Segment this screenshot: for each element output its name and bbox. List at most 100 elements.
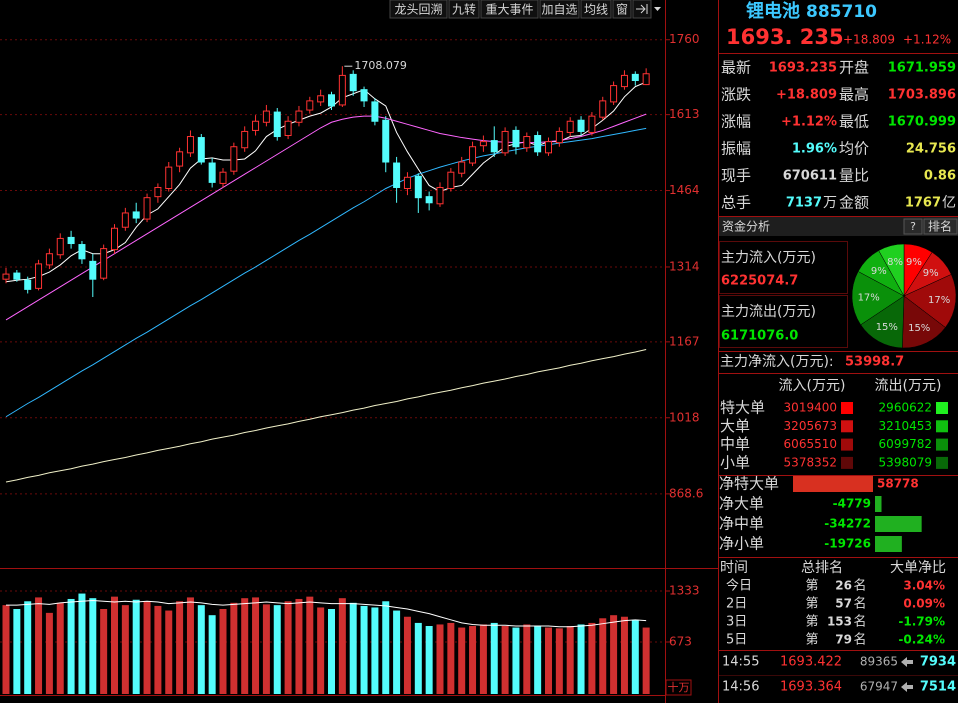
candle-body bbox=[78, 244, 86, 260]
pie-slice bbox=[903, 274, 957, 328]
volume-bar bbox=[328, 609, 335, 694]
candle-body bbox=[338, 74, 346, 106]
quote-value: 1671.959 bbox=[888, 61, 956, 76]
toolbar-dropdown[interactable] bbox=[654, 7, 661, 11]
candle-body bbox=[35, 263, 43, 289]
toolbar-button[interactable] bbox=[612, 0, 632, 19]
net-bar bbox=[793, 476, 873, 492]
rank-suffix: 名 bbox=[853, 596, 866, 612]
volume-bar bbox=[631, 619, 639, 694]
volume-bar bbox=[111, 596, 118, 694]
toolbar-button-label[interactable]: 龙头回溯 bbox=[394, 2, 442, 17]
moving-average bbox=[5, 349, 647, 483]
toolbar-button-label[interactable]: 九转 bbox=[452, 2, 476, 17]
volume-bar bbox=[458, 627, 466, 694]
candle-body bbox=[620, 74, 628, 88]
flow-out-swatch bbox=[936, 456, 948, 469]
volume-bar bbox=[56, 602, 64, 694]
volume-bar bbox=[35, 597, 43, 694]
volume-bar bbox=[479, 624, 487, 694]
volume-bar bbox=[262, 604, 270, 694]
tick-volume: 67947 bbox=[860, 680, 898, 694]
net-value: 58778 bbox=[877, 477, 919, 491]
toolbar-button[interactable] bbox=[539, 0, 580, 19]
change-pct: +1.12% bbox=[903, 33, 951, 47]
volume-bar bbox=[273, 605, 281, 694]
volume-bar bbox=[241, 598, 249, 694]
rank-ratio: 0.09% bbox=[903, 597, 945, 611]
flow-label: 中单 bbox=[720, 435, 750, 453]
stock-code: 885710 bbox=[806, 2, 877, 22]
volume-unit: 十万 bbox=[668, 680, 690, 694]
candle-body bbox=[371, 101, 379, 122]
toolbar-button-label[interactable]: 均线 bbox=[584, 3, 608, 17]
quote-value: 1767 bbox=[905, 196, 941, 211]
candle-body bbox=[545, 141, 552, 154]
rank-header: 时间 bbox=[720, 560, 748, 576]
outflow-label: 主力流出(万元) bbox=[721, 304, 816, 320]
toolbar-button-label[interactable]: 重大事件 bbox=[485, 3, 533, 17]
toolbar-button-label[interactable]: 加自选 bbox=[541, 3, 577, 17]
volume-bar bbox=[436, 624, 444, 694]
flow-out: 6099782 bbox=[879, 437, 932, 451]
pie-label: 9% bbox=[906, 257, 922, 268]
tick-price: 1693.422 bbox=[780, 655, 842, 670]
quote-label: 均价 bbox=[839, 140, 869, 158]
flow-in: 6065510 bbox=[784, 437, 837, 451]
candle-body bbox=[252, 120, 260, 131]
quote-label: 涨幅 bbox=[721, 113, 751, 131]
volume-bar bbox=[338, 598, 346, 694]
toolbar-button[interactable] bbox=[480, 0, 539, 19]
rank-button[interactable] bbox=[923, 218, 958, 235]
volume-bar bbox=[208, 615, 216, 694]
volume-bar bbox=[425, 626, 433, 694]
candle-body bbox=[132, 211, 140, 219]
volume-bar bbox=[252, 597, 260, 694]
outflow-box bbox=[719, 295, 848, 348]
toolbar-button[interactable] bbox=[448, 0, 480, 19]
volume-bar bbox=[295, 598, 303, 694]
candle-body bbox=[197, 137, 205, 163]
volume-bar bbox=[197, 605, 205, 694]
quote-unit: 万 bbox=[823, 195, 837, 211]
help-button[interactable] bbox=[903, 218, 923, 235]
candle-body bbox=[642, 73, 650, 86]
flow-in-swatch bbox=[841, 402, 853, 414]
volume-bar bbox=[523, 624, 531, 694]
quote-label: 开盘 bbox=[839, 59, 869, 77]
tick-price: 1693.364 bbox=[780, 680, 842, 695]
quote-label: 最高 bbox=[839, 86, 869, 104]
candle-body bbox=[490, 140, 498, 153]
candle-body bbox=[295, 110, 303, 123]
quote-label: 振幅 bbox=[721, 140, 751, 158]
peak-label: 1708.079 bbox=[354, 59, 407, 72]
candle-body bbox=[165, 166, 173, 190]
volume-bar bbox=[403, 616, 411, 694]
stock-name: 锂电池 bbox=[746, 0, 800, 22]
rank-button-label[interactable]: 排名 bbox=[928, 219, 952, 234]
candle-body bbox=[599, 100, 607, 118]
pie-label: 15% bbox=[876, 322, 898, 333]
candle-body bbox=[393, 162, 401, 188]
toolbar-button[interactable] bbox=[580, 0, 612, 19]
volume-bar bbox=[469, 626, 477, 694]
candle-body bbox=[588, 115, 596, 133]
candle-body bbox=[208, 162, 216, 183]
toolbar-button-label[interactable]: 窗 bbox=[616, 3, 628, 17]
candle-body bbox=[89, 260, 97, 280]
help-label[interactable]: ? bbox=[910, 220, 916, 233]
toolbar-button[interactable] bbox=[389, 0, 448, 19]
candle-body bbox=[241, 130, 249, 149]
y-tick-label: 1167 bbox=[669, 334, 700, 348]
candle-body bbox=[284, 120, 292, 137]
y-tick-label: 673 bbox=[669, 635, 692, 649]
pie-label: 15% bbox=[908, 323, 930, 334]
quote-value: +1.12% bbox=[781, 115, 837, 130]
change: +18.809 bbox=[843, 33, 895, 47]
quote-value: 0.86 bbox=[924, 169, 956, 184]
volume-bar bbox=[317, 607, 325, 694]
volume-bar bbox=[121, 605, 129, 694]
pie-label: 17% bbox=[928, 295, 950, 306]
candle-body bbox=[306, 100, 314, 111]
